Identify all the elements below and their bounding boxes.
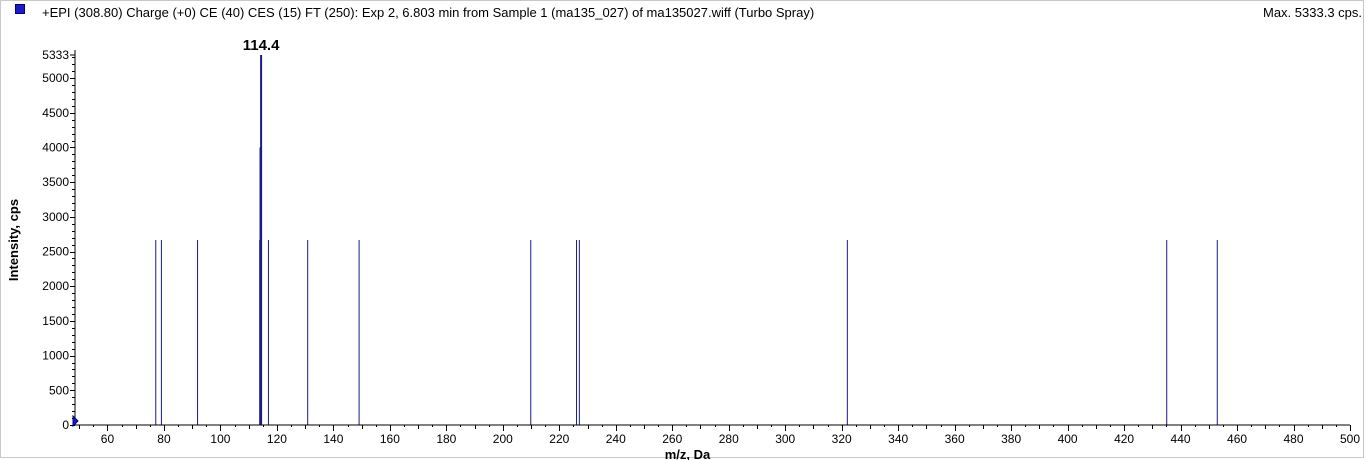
x-tick-label: 220 — [549, 432, 569, 446]
x-tick-label: 80 — [157, 432, 171, 446]
x-tick-label: 140 — [323, 432, 343, 446]
cursor-marker-icon[interactable] — [72, 414, 79, 428]
spectrum-peaks — [155, 55, 1218, 425]
spectrum-peak — [160, 239, 162, 425]
y-tick-label: 3500 — [42, 175, 69, 189]
y-tick-label: 4500 — [42, 106, 69, 120]
y-axis-title: Intensity, cps — [6, 199, 21, 281]
x-tick-label: 200 — [493, 432, 513, 446]
x-tick-label: 180 — [436, 432, 456, 446]
series-legend-swatch[interactable] — [15, 4, 25, 14]
x-tick-label: 500 — [1340, 432, 1360, 446]
x-tick-label: 240 — [606, 432, 626, 446]
x-axis-title: m/z, Da — [665, 447, 711, 460]
x-tick-label: 360 — [945, 432, 965, 446]
x-tick-label: 320 — [832, 432, 852, 446]
spectrum-peak — [846, 239, 848, 425]
y-tick-label: 4000 — [42, 140, 69, 154]
spectrum-title: +EPI (308.80) Charge (+0) CE (40) CES (1… — [42, 5, 815, 20]
spectrum-peak — [358, 239, 360, 425]
x-tick-label: 300 — [775, 432, 795, 446]
spectrum-peak — [1216, 239, 1218, 425]
x-tick-label: 460 — [1227, 432, 1247, 446]
x-tick-label: 400 — [1058, 432, 1078, 446]
x-tick-label: 260 — [662, 432, 682, 446]
max-intensity-label: Max. 5333.3 cps. — [1263, 5, 1362, 20]
x-tick-label: 120 — [267, 432, 287, 446]
y-tick-label: 3000 — [42, 210, 69, 224]
x-tick-label: 160 — [380, 432, 400, 446]
peak-labels: 114.4 — [243, 37, 280, 54]
spectrum-peak — [578, 239, 580, 425]
spectrum-peak — [530, 239, 532, 425]
y-tick-label: 500 — [49, 383, 69, 397]
x-tick-label: 420 — [1114, 432, 1134, 446]
x-tick-label: 380 — [1001, 432, 1021, 446]
y-tick-label: 1500 — [42, 314, 69, 328]
peak-label: 114.4 — [243, 37, 280, 54]
y-tick-label: 5000 — [42, 71, 69, 85]
chart-header: +EPI (308.80) Charge (+0) CE (40) CES (1… — [0, 0, 1366, 26]
x-tick-label: 280 — [719, 432, 739, 446]
x-tick-label: 440 — [1171, 432, 1191, 446]
spectrum-peak — [260, 55, 263, 425]
spectrum-peak — [576, 239, 578, 425]
spectrum-peak — [307, 239, 309, 425]
x-tick-label: 60 — [101, 432, 115, 446]
y-tick-label: 2000 — [42, 279, 69, 293]
spectrum-peak — [267, 239, 269, 425]
y-tick-label: 5333 — [42, 48, 69, 62]
y-tick-label: 0 — [62, 418, 69, 432]
y-tick-label: 2500 — [42, 245, 69, 259]
x-tick-label: 480 — [1284, 432, 1304, 446]
x-axis-ticks: 60 80 100 120 140 160 180 200 220 240 260 280 300 320… — [79, 425, 1360, 446]
x-tick-label: 340 — [888, 432, 908, 446]
spectrum-peak — [197, 239, 199, 425]
y-tick-label: 1000 — [42, 349, 69, 363]
spectrum-peak — [1166, 239, 1168, 425]
spectrum-peak — [155, 239, 157, 425]
x-tick-label: 100 — [210, 432, 230, 446]
y-axis-ticks: 0 500 1000 1500 2000 2500 3000 3500 4000 4500 5000… — [42, 48, 75, 432]
